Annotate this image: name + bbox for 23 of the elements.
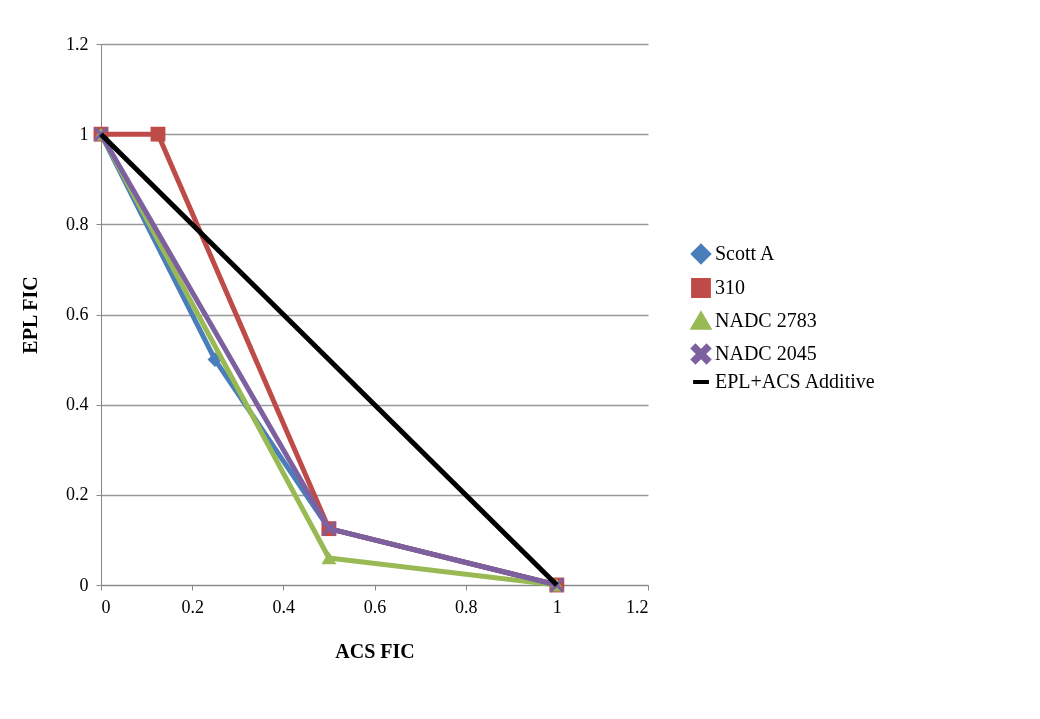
x-tick-label: 0.6 [363, 596, 387, 617]
legend-label: Scott A [715, 242, 776, 264]
y-tick-label: 0 [79, 574, 89, 595]
x-tick-label: 0.2 [181, 596, 204, 617]
y-tick-label: 1 [79, 123, 89, 144]
legend-label: EPL+ACS Additive [715, 370, 875, 392]
y-axis-title: EPL FIC [19, 276, 41, 354]
y-tick-label: 0.4 [66, 394, 89, 415]
x-tick-label: 1.2 [626, 596, 649, 617]
x-tick-label: 0.8 [454, 596, 478, 617]
point [321, 551, 337, 565]
legend-label: NADC 2783 [715, 309, 817, 331]
y-tick-label: 0.8 [66, 213, 89, 234]
y-tick-label: 1.2 [66, 33, 89, 54]
x-tick-label: 1 [552, 596, 562, 617]
y-tick-label: 0.6 [66, 304, 89, 324]
legend-label: NADC 2045 [715, 342, 817, 364]
y-tick-label: 0.2 [66, 484, 89, 505]
x-axis-title: ACS FIC [335, 639, 415, 662]
legend-label: 310 [715, 276, 745, 298]
x-tick-label: 0 [101, 596, 111, 617]
point [150, 126, 166, 142]
x-tick-label: 0.4 [272, 596, 296, 617]
